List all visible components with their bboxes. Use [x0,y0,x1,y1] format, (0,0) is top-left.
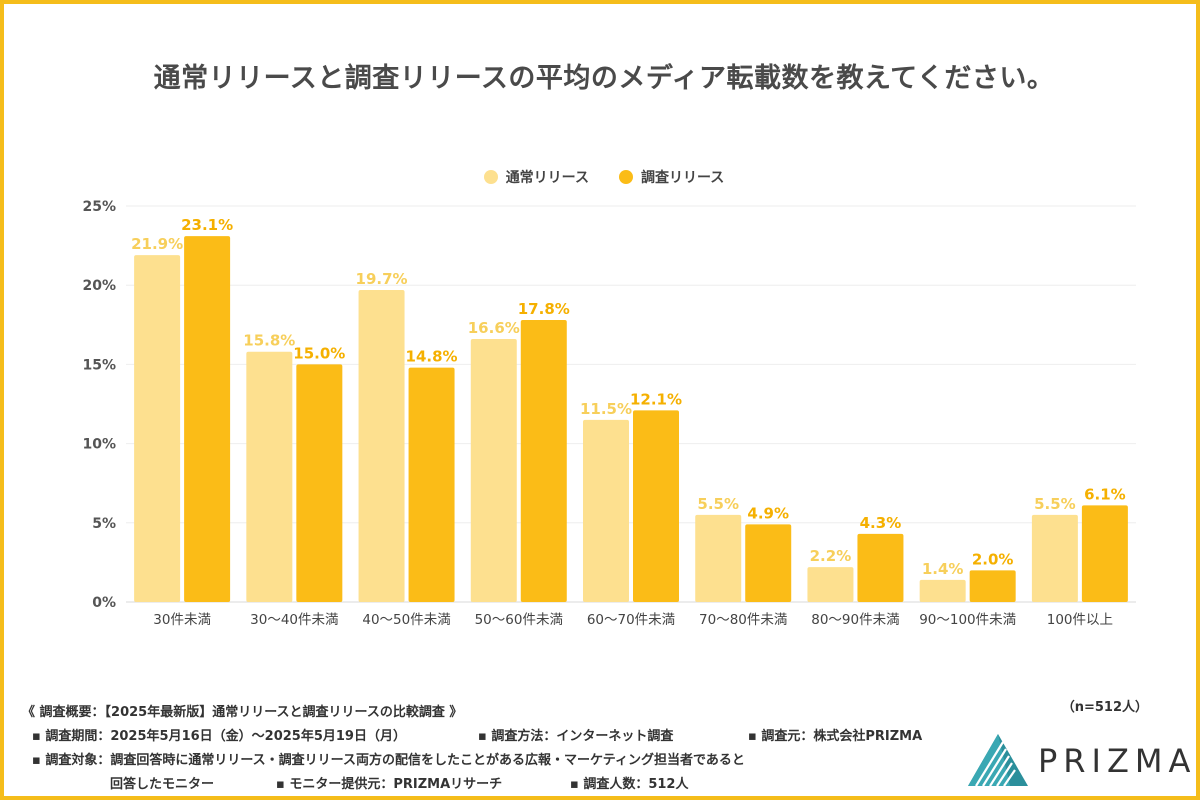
data-label-survey-3: 17.8% [518,300,570,318]
bar-survey-5 [745,524,792,602]
y-tick-label-0: 0% [92,595,116,611]
data-label-normal-8: 5.5% [1034,495,1076,513]
data-label-normal-6: 2.2% [810,547,852,565]
survey-provider: ▪ モニター提供元：PRIZMAリサーチ [276,777,503,792]
legend-swatch-survey [619,170,633,184]
data-label-survey-1: 15.0% [293,344,345,362]
legend-item-survey: 調査リリース [619,167,724,187]
bar-survey-6 [857,533,904,602]
data-label-normal-1: 15.8% [243,332,295,350]
data-label-survey-5: 4.9% [747,504,789,522]
survey-overview: 《 調査概要：【2025年最新版】通常リリースと調査リリースの比較調査 》 [22,705,463,720]
bar-normal-1 [246,351,293,602]
x-tick-label-2: 40〜50件未満 [362,612,450,628]
bar-normal-8 [1031,514,1078,602]
legend-swatch-normal [483,170,498,184]
data-label-survey-8: 6.1% [1084,485,1126,503]
data-label-survey-0: 23.1% [181,216,233,234]
survey-target: ▪ 調査対象：調査回答時に通常リリース・調査リリース両方の配信をしたことがある広… [32,753,745,768]
data-label-normal-5: 5.5% [697,495,739,513]
bar-normal-2 [358,289,405,602]
data-label-normal-0: 21.9% [131,235,183,253]
legend: 通常リリース 調査リリース [4,167,1200,187]
bar-survey-3 [520,320,567,602]
bar-normal-5 [695,514,742,602]
y-tick-label-20: 20% [82,278,116,294]
bar-normal-6 [807,567,854,602]
legend-label-normal: 通常リリース [505,170,589,186]
data-label-survey-2: 14.8% [406,348,458,366]
data-label-survey-7: 2.0% [972,550,1014,568]
data-label-normal-3: 16.6% [468,319,520,337]
x-tick-label-6: 80〜90件未満 [811,612,899,628]
x-tick-label-7: 90〜100件未満 [919,612,1016,628]
bar-chart: 0% 5% 10% 15% 20% 25% 21.9%23.1% 30件未満 15.8%15.0… [82,199,1136,628]
prizma-logo: PRIZMA [966,732,1196,792]
legend-item-normal: 通常リリース [483,167,589,187]
bar-survey-0 [184,236,231,602]
survey-count: ▪ 調査人数：512人 [570,777,689,792]
x-tick-label-3: 50〜60件未満 [475,612,563,628]
legend-label-survey: 調査リリース [641,170,725,186]
data-label-normal-7: 1.4% [922,560,964,578]
chart-title: 通常リリースと調査リリースの平均のメディア転載数を教えてください。 [153,63,1055,94]
bar-survey-4 [633,410,679,602]
y-tick-label-15: 15% [82,357,116,373]
x-tick-label-8: 100件以上 [1047,612,1113,628]
bar-normal-7 [919,579,966,602]
data-label-normal-2: 19.7% [356,270,408,288]
y-tick-label-5: 5% [92,516,116,532]
y-tick-label-10: 10% [82,437,116,453]
bar-normal-3 [470,339,517,602]
prizma-logo-text: PRIZMA [1038,742,1197,780]
bar-survey-7 [969,570,1016,602]
bar-survey-2 [408,367,455,602]
x-tick-label-1: 30〜40件未満 [250,612,338,628]
x-tick-label-0: 30件未満 [153,612,211,628]
prizma-logo-icon [968,734,1028,787]
survey-period: ▪ 調査期間：2025年5月16日（金）〜2025年5月19日（月） [32,729,406,744]
sample-size: （n=512人） [1061,700,1148,715]
bar-normal-4 [583,419,629,602]
x-tick-label-5: 70〜80件未満 [699,612,787,628]
survey-source: ▪ 調査元：株式会社PRIZMA [748,729,923,744]
data-label-normal-4: 11.5% [580,400,632,418]
bar-survey-1 [296,364,343,602]
data-label-survey-4: 12.1% [630,390,682,408]
bar-survey-8 [1081,505,1128,602]
bar-normal-0 [134,255,181,602]
data-label-survey-6: 4.3% [860,514,902,532]
y-tick-label-25: 25% [82,199,116,215]
x-tick-label-4: 60〜70件未満 [587,612,675,628]
survey-target-cont: 回答したモニター [110,777,215,792]
survey-method: ▪ 調査方法：インターネット調査 [478,729,674,744]
